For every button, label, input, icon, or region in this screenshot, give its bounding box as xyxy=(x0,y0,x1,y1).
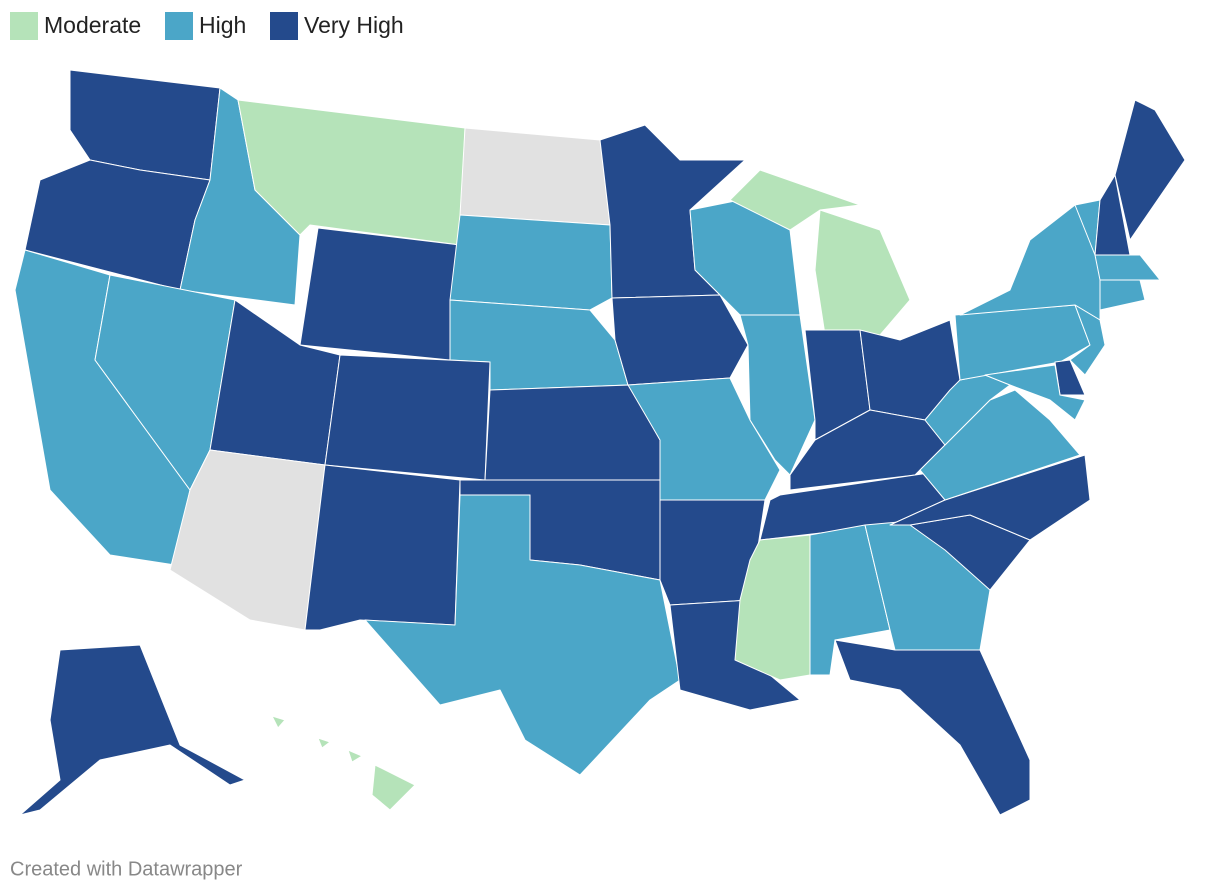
legend-label: Very High xyxy=(304,12,404,38)
state xyxy=(1069,304,1106,376)
state xyxy=(611,294,749,386)
legend-label: High xyxy=(199,12,246,38)
state xyxy=(299,227,461,361)
state xyxy=(364,494,681,776)
legend-label: Moderate xyxy=(44,12,141,38)
state xyxy=(324,354,491,481)
state xyxy=(1099,279,1146,311)
state xyxy=(1114,99,1186,241)
state xyxy=(739,314,816,476)
state xyxy=(834,639,1031,816)
state xyxy=(304,464,461,631)
state xyxy=(459,127,611,226)
legend-swatch xyxy=(165,12,193,40)
legend-swatch xyxy=(10,12,38,40)
legend: Moderate High Very High xyxy=(10,12,404,40)
state xyxy=(449,214,613,311)
states xyxy=(14,69,1186,816)
footer: Created with Datawrapper xyxy=(10,858,243,880)
state xyxy=(484,384,661,481)
state xyxy=(627,377,781,501)
state xyxy=(19,644,246,816)
state xyxy=(271,715,416,811)
legend-swatch xyxy=(270,12,298,40)
state xyxy=(984,364,1086,421)
state xyxy=(959,204,1101,321)
state xyxy=(1094,254,1161,281)
